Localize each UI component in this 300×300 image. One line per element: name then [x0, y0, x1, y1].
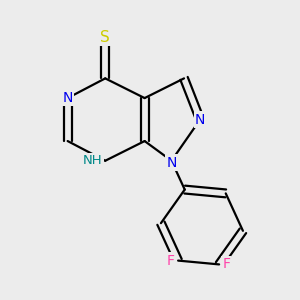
Text: N: N: [166, 155, 177, 170]
Text: S: S: [100, 30, 110, 45]
Text: N: N: [195, 112, 205, 127]
Text: NH: NH: [83, 154, 103, 167]
Text: F: F: [222, 257, 230, 272]
Text: F: F: [167, 254, 175, 268]
Text: N: N: [62, 91, 73, 105]
